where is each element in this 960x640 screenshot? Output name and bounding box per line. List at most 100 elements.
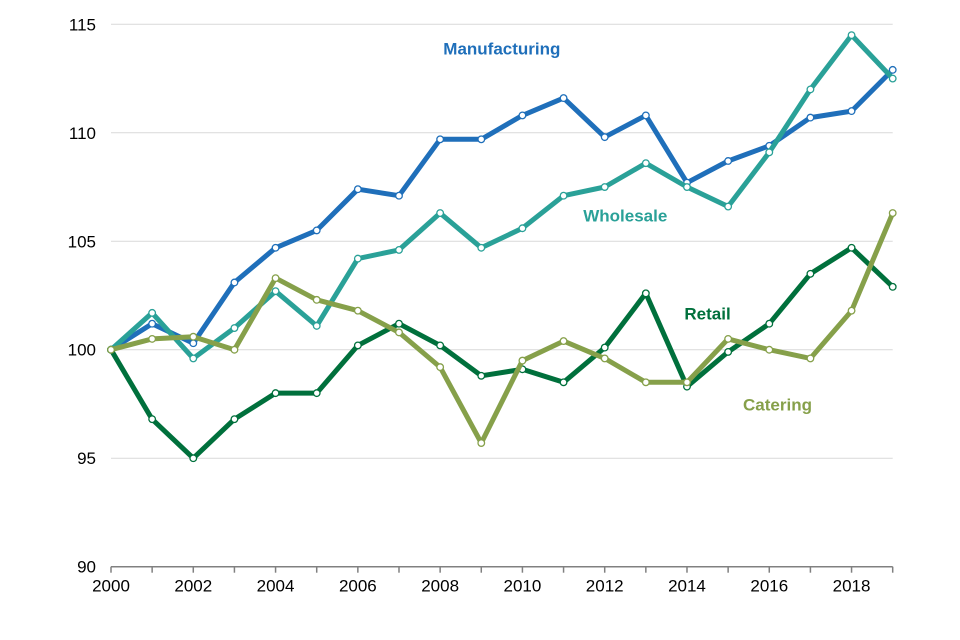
wholesale-point-2011 [559,191,568,200]
retail-point-2004 [271,389,280,398]
x-tick-label: 2002 [174,577,212,596]
series-labels: Manufacturing Wholesale Retail Catering [443,40,812,415]
wholesale-point-2006 [353,254,362,263]
manufacturing-point-2003 [230,278,239,287]
wholesale-point-2012 [600,183,609,191]
y-tick-label: 95 [77,449,96,468]
wholesale-point-2009 [477,243,486,252]
retail-point-2016 [765,319,774,328]
gridlines [111,23,893,459]
catering-label: Catering [743,395,812,414]
manufacturing-point-2017 [806,113,815,122]
retail-point-2001 [148,415,157,424]
retail-line [108,245,895,461]
retail-point-2011 [559,378,568,387]
wholesale-point-2005 [312,321,321,330]
catering-point-2006 [353,306,362,315]
y-tick-label: 100 [68,341,96,360]
retail-point-2017 [806,269,815,278]
catering-point-2014 [683,378,691,387]
manufacturing-point-2002 [189,339,198,348]
catering-point-2007 [395,328,403,337]
retail-point-2006 [353,341,362,350]
x-tick-label: 2012 [586,577,624,596]
wholesale-line [109,32,895,361]
catering-point-2000 [107,345,115,354]
x-tick-label: 2008 [421,577,459,596]
retail-point-2009 [477,371,486,380]
manufacturing-label: Manufacturing [443,40,560,59]
manufacturing-point-2006 [353,185,362,194]
manufacturing-line [109,68,895,352]
catering-point-2013 [641,378,650,387]
x-tick-label: 2014 [668,577,706,596]
wholesale-point-2003 [230,324,239,332]
series-lines [107,31,897,463]
wholesale-label: Wholesale [583,207,667,226]
retail-point-2002 [189,454,198,463]
y-tick-label: 110 [69,124,96,143]
catering-point-2008 [436,363,445,372]
manufacturing-point-2010 [518,111,527,120]
catering-point-2010 [518,356,527,365]
manufacturing-point-2005 [312,226,321,235]
x-tick-label: 2000 [92,577,130,596]
manufacturing-point-2011 [559,94,568,103]
wholesale-point-2018 [847,31,856,40]
x-tick-label: 2004 [257,577,295,596]
manufacturing-point-2007 [395,191,403,200]
catering-point-2011 [559,337,568,346]
catering-point-2018 [847,306,856,315]
x-axis: 2000 2002 2004 2006 2008 2010 2012 2014 2016 2018 [92,565,894,596]
manufacturing-point-2009 [477,135,486,144]
retail-point-2012 [600,343,609,352]
catering-point-2019 [888,209,897,218]
y-tick-label: 90 [77,558,96,577]
catering-point-2004 [271,274,280,283]
wholesale-point-2013 [641,159,650,168]
wholesale-point-2015 [724,202,733,211]
retail-point-2015 [724,347,733,356]
retail-point-2013 [641,289,650,298]
catering-point-2016 [765,345,774,354]
retail-point-2019 [888,282,897,291]
retail-point-2007 [395,319,403,328]
manufacturing-point-2015 [724,157,733,165]
catering-point-2002 [189,332,198,341]
wholesale-point-2002 [189,354,198,363]
x-tick-label: 2016 [750,577,788,596]
wholesale-point-2008 [436,209,445,218]
x-tick-label: 2006 [339,577,377,596]
retail-point-2003 [230,415,239,424]
manufacturing-point-2004 [271,243,280,252]
y-tick-label: 115 [69,15,96,34]
retail-point-2008 [436,341,445,350]
catering-point-2009 [477,439,486,447]
wholesale-point-2007 [395,245,403,254]
x-tick-label: 2010 [504,577,542,596]
manufacturing-point-2001 [148,319,157,328]
series-wholesale [107,31,897,363]
series-retail [107,243,897,463]
wholesale-point-2014 [683,183,691,191]
catering-point-2017 [806,354,815,363]
wholesale-point-2016 [765,148,774,157]
manufacturing-point-2019 [888,65,897,74]
wholesale-point-2001 [148,308,157,317]
wholesale-point-2010 [518,224,527,233]
wholesale-point-2017 [806,85,815,94]
series-catering [107,209,897,447]
catering-line [110,212,896,446]
x-tick-label: 2018 [833,577,871,596]
manufacturing-point-2013 [641,111,650,120]
retail-label: Retail [684,304,730,323]
y-axis-tick-labels: 90 95 100 105 110 115 [68,15,96,576]
manufacturing-point-2008 [436,135,445,144]
retail-point-2018 [847,243,856,252]
wholesale-point-2019 [888,74,897,83]
y-tick-label: 105 [68,232,96,251]
catering-point-2015 [724,334,733,343]
wholesale-point-2004 [271,287,280,296]
manufacturing-point-2018 [847,107,856,116]
